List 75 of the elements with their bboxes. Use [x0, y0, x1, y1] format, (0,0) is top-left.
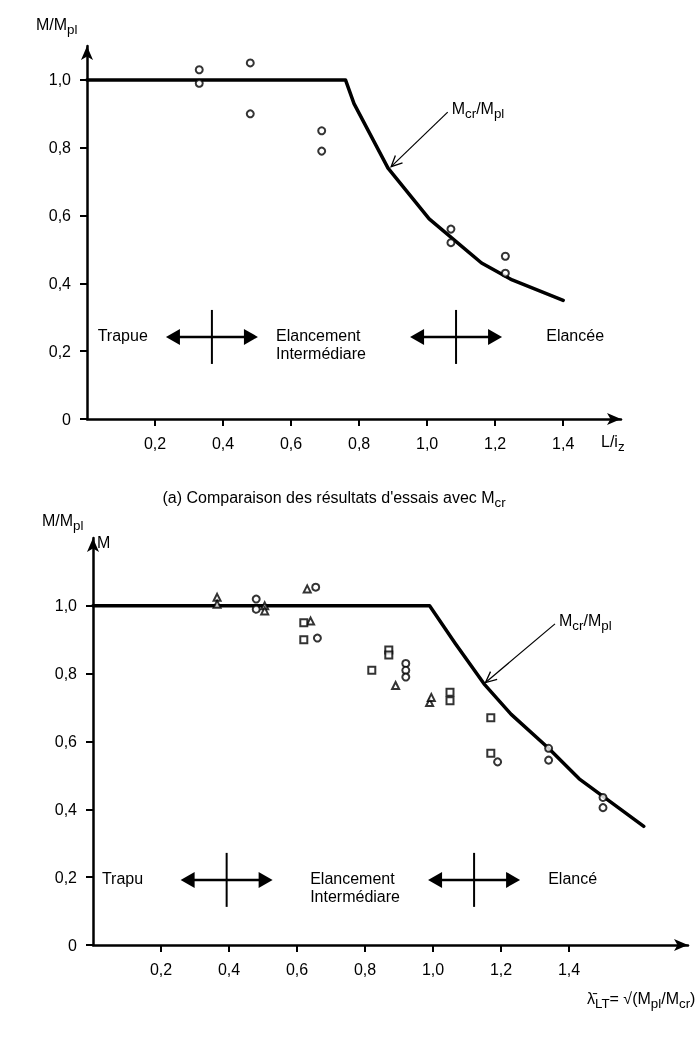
point [544, 743, 554, 753]
y-tick-label: 0,2 [54, 868, 78, 886]
x-tick-label: 0,6 [279, 434, 303, 452]
y-tick-label: 0,4 [48, 274, 72, 292]
annotation: Trapue [97, 326, 149, 346]
point [299, 618, 309, 628]
point [302, 584, 312, 594]
y-tick-label: 0,2 [48, 342, 72, 360]
point [212, 599, 222, 609]
x-axis-title: λ̄$_{LT}$= √(M$_{pl}$/M$_{cr}$) [587, 990, 696, 1012]
point [251, 594, 261, 604]
annotation: Trapu [101, 869, 145, 889]
y-tick-label: 0,6 [54, 733, 78, 750]
y-tick-label: 0 [68, 936, 78, 954]
annotation: M$_{cr}$/M$_{pl}$ [559, 611, 612, 634]
point [401, 665, 411, 675]
x-tick-label: 0,6 [285, 960, 309, 978]
point [544, 755, 554, 765]
x-tick-label: 0,2 [143, 434, 167, 452]
point [251, 604, 261, 614]
x-tick-label: 0,8 [353, 960, 377, 978]
point [426, 692, 436, 702]
point [306, 616, 316, 626]
point [317, 146, 327, 156]
y-axis-title: M/M$_{pl}$ [36, 16, 78, 38]
point [445, 696, 455, 706]
point [598, 803, 608, 813]
point [311, 582, 321, 592]
annotation: M [97, 534, 111, 553]
point [500, 268, 510, 278]
point [598, 792, 608, 802]
annotation: M$_{cr}$/M$_{pl}$ [451, 100, 505, 122]
x-tick-label: 1,0 [416, 434, 439, 452]
point [212, 592, 222, 602]
point [312, 633, 322, 643]
x-axis-title: L/i$_{z}$ [601, 433, 625, 455]
point [493, 757, 503, 767]
point [384, 650, 394, 660]
point [299, 635, 309, 645]
x-tick-label: 1,4 [557, 960, 581, 978]
text: (a) Comparaison des résultats d'essais avec M$_{cr}$ [162, 489, 506, 511]
y-tick-label: 0,4 [54, 800, 78, 818]
y-tick-label: 0,6 [48, 207, 72, 225]
annotation: Elancement Intermédiare [310, 869, 401, 907]
x-tick-label: 0,2 [149, 960, 173, 978]
x-tick-label: 0,8 [347, 434, 371, 452]
point [245, 109, 255, 119]
point [446, 238, 456, 248]
annotation: Elancée [546, 326, 606, 346]
point [194, 78, 204, 88]
annotation: Elancé [548, 869, 599, 889]
point [260, 606, 270, 616]
y-tick-label: 0,8 [48, 139, 72, 157]
point [245, 58, 255, 68]
x-tick-label: 1,2 [489, 960, 513, 978]
y-tick-label: 1,0 [54, 597, 78, 615]
x-tick-label: 1,0 [421, 960, 445, 978]
y-tick-label: 1,0 [48, 71, 72, 89]
point [500, 251, 510, 261]
point [446, 224, 456, 234]
point [401, 672, 411, 682]
y-tick-label: 0 [62, 410, 72, 428]
point [486, 713, 496, 723]
y-axis-title: M/M$_{pl}$ [42, 512, 84, 534]
x-tick-label: 0,4 [211, 434, 235, 452]
point [367, 665, 377, 675]
point [194, 65, 204, 75]
point [317, 126, 327, 136]
x-tick-label: 1,2 [484, 434, 507, 452]
x-tick-label: 0,4 [217, 960, 241, 978]
y-tick-label: 0,8 [54, 665, 78, 683]
x-tick-label: 1,4 [552, 434, 575, 452]
point [445, 687, 455, 697]
annotation: Elancement Intermédiare [276, 326, 367, 364]
point [486, 748, 496, 758]
